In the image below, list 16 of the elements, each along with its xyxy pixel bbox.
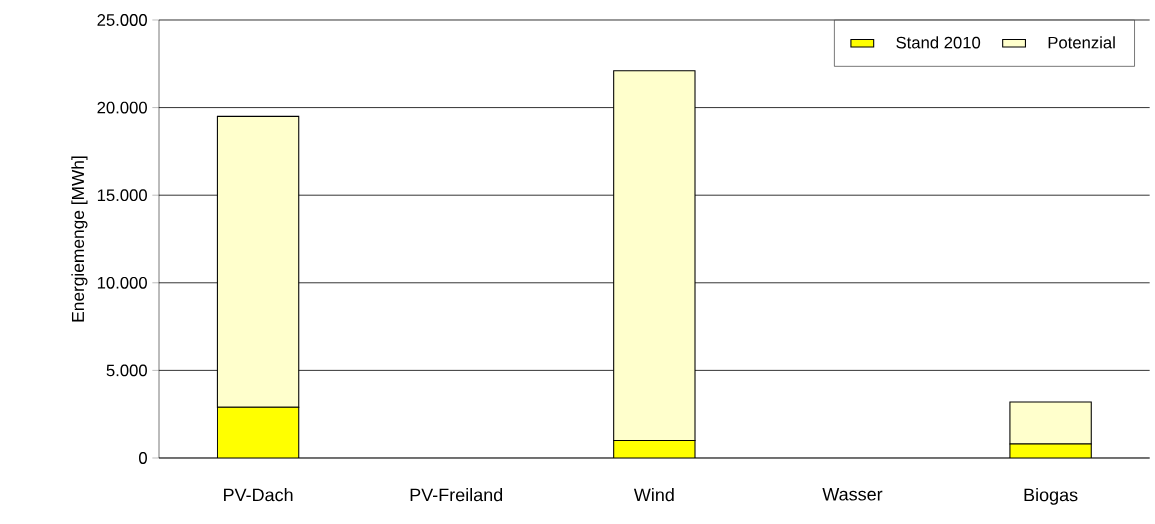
x-tick-label: PV-Freiland: [410, 488, 503, 502]
y-tick-label: 20.000: [97, 101, 147, 114]
bar: [216, 406, 300, 458]
bar: [613, 439, 696, 458]
y-tick-label: 25.000: [97, 14, 147, 26]
x-tick-label: Wind: [633, 488, 674, 502]
y-tick-label: 0: [139, 452, 147, 464]
y-tick-label: 15.000: [97, 189, 147, 202]
y-axis-title: Energiemenge [MWh]: [71, 156, 88, 322]
y-tick-label: 10.000: [97, 276, 147, 289]
x-tick-label: PV-Dach: [224, 488, 293, 502]
x-tick-label: Wasser: [822, 488, 883, 501]
legend-label: Stand 2010: [896, 36, 981, 49]
y-tick-label: 5.000: [106, 364, 147, 377]
x-tick-label: Biogas: [1024, 488, 1078, 505]
legend-label: Potenzial: [1048, 36, 1115, 49]
